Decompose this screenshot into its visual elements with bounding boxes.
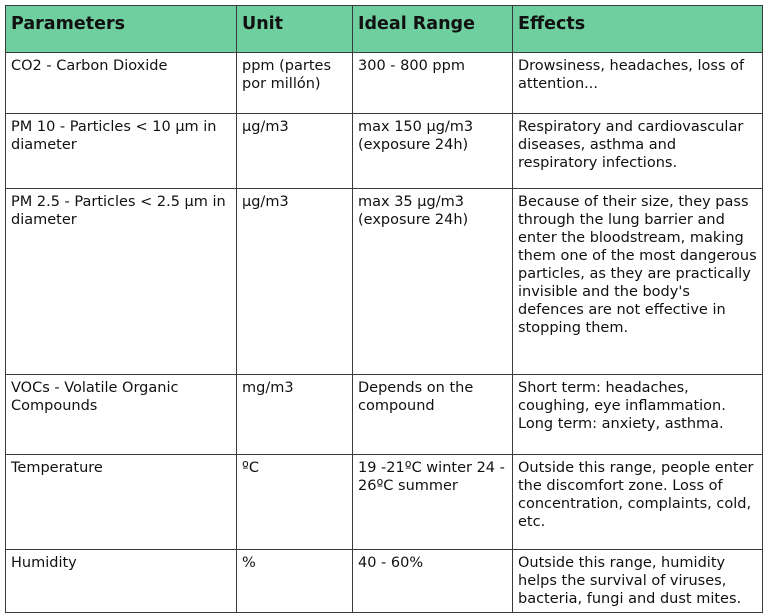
cell-unit: µg/m3 <box>236 188 353 375</box>
table-row-pm25: PM 2.5 - Particles < 2.5 µm in diameter … <box>5 188 763 375</box>
air-quality-table: Parameters Unit Ideal Range Effects CO2 … <box>5 5 763 613</box>
table-row-co2: CO2 - Carbon Dioxide ppm (partes por mil… <box>5 52 763 114</box>
cell-effects: Because of their size, they pass through… <box>512 188 763 375</box>
cell-effects: Respiratory and cardiovascular diseases,… <box>512 113 763 189</box>
table-row-vocs: VOCs - Volatile Organic Compounds mg/m3 … <box>5 374 763 455</box>
table-row-temperature: Temperature ºC 19 -21ºC winter 24 - 26ºC… <box>5 454 763 550</box>
cell-range: Depends on the compound <box>352 374 513 455</box>
cell-parameter: PM 10 - Particles < 10 µm in diameter <box>5 113 237 189</box>
cell-parameter: PM 2.5 - Particles < 2.5 µm in diameter <box>5 188 237 375</box>
cell-range: 300 - 800 ppm <box>352 52 513 114</box>
table-row-pm10: PM 10 - Particles < 10 µm in diameter µg… <box>5 113 763 189</box>
cell-unit: mg/m3 <box>236 374 353 455</box>
cell-range: max 150 µg/m3 (exposure 24h) <box>352 113 513 189</box>
cell-parameter: CO2 - Carbon Dioxide <box>5 52 237 114</box>
cell-unit: ppm (partes por millón) <box>236 52 353 114</box>
cell-effects: Outside this range, people enter the dis… <box>512 454 763 550</box>
header-parameters: Parameters <box>5 5 237 53</box>
cell-range: max 35 µg/m3 (exposure 24h) <box>352 188 513 375</box>
cell-effects: Outside this range, humidity helps the s… <box>512 549 763 613</box>
cell-effects: Short term: headaches, coughing, eye inf… <box>512 374 763 455</box>
cell-unit: ºC <box>236 454 353 550</box>
cell-range: 40 - 60% <box>352 549 513 613</box>
cell-parameter: Temperature <box>5 454 237 550</box>
cell-unit: % <box>236 549 353 613</box>
cell-unit: µg/m3 <box>236 113 353 189</box>
table-body: CO2 - Carbon Dioxide ppm (partes por mil… <box>5 52 763 613</box>
cell-parameter: VOCs - Volatile Organic Compounds <box>5 374 237 455</box>
header-effects: Effects <box>512 5 763 53</box>
header-row: Parameters Unit Ideal Range Effects <box>5 5 763 53</box>
table-header: Parameters Unit Ideal Range Effects <box>5 5 763 53</box>
cell-range: 19 -21ºC winter 24 - 26ºC summer <box>352 454 513 550</box>
table-row-humidity: Humidity % 40 - 60% Outside this range, … <box>5 549 763 613</box>
cell-parameter: Humidity <box>5 549 237 613</box>
cell-effects: Drowsiness, headaches, loss of attention… <box>512 52 763 114</box>
header-ideal-range: Ideal Range <box>352 5 513 53</box>
header-unit: Unit <box>236 5 353 53</box>
